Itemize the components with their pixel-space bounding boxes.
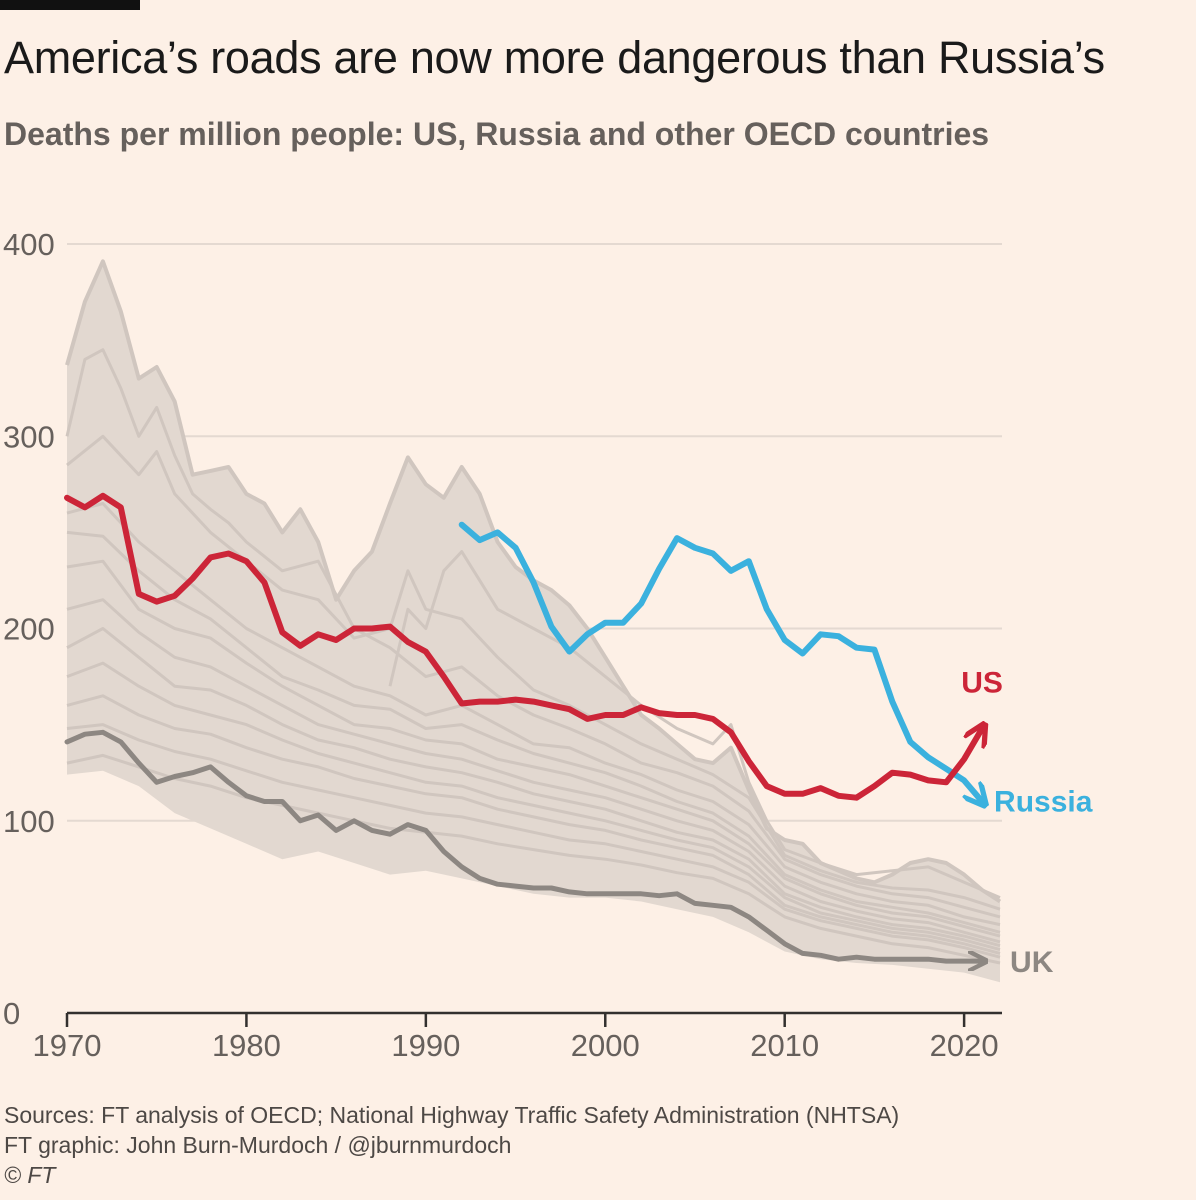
series-label-us: US: [961, 666, 1003, 699]
y-tick-label-0: 0: [3, 996, 20, 1031]
y-tick-label-300: 300: [3, 419, 55, 454]
series-line-russia: [458, 521, 982, 802]
oecd-background-series: [65, 259, 1002, 965]
oecd-country-line-10: [66, 723, 1001, 959]
copyright: © FT: [4, 1162, 56, 1188]
x-tick-label-2020: 2020: [930, 1028, 999, 1063]
oecd-country-line-11: [66, 753, 1001, 965]
x-tick-label-1990: 1990: [391, 1028, 460, 1063]
graphic-credit: FT graphic: John Burn-Murdoch / @jburnmu…: [4, 1132, 512, 1158]
x-tick-label-2010: 2010: [750, 1028, 819, 1063]
sources-note: Sources: FT analysis of OECD; National H…: [4, 1102, 900, 1128]
oecd-band: [67, 261, 1000, 983]
oecd-country-line-6: [66, 598, 1001, 944]
chart-subtitle: Deaths per million people: US, Russia an…: [4, 116, 990, 152]
oecd-country-line-8: [66, 661, 1001, 952]
series-label-russia: Russia: [994, 786, 1093, 819]
x-tick-label-1970: 1970: [33, 1028, 102, 1063]
oecd-country-line-12: [388, 550, 1001, 899]
series-line-us: [64, 492, 982, 801]
highlight-series: [64, 492, 982, 961]
x-tick-label-2000: 2000: [571, 1028, 640, 1063]
footer: Sources: FT analysis of OECD; National H…: [4, 1100, 899, 1190]
series-label-uk: UK: [1010, 946, 1054, 979]
series-line-uk: [64, 729, 982, 961]
ft-brand-bar: [0, 0, 140, 10]
oecd-country-line-5: [66, 559, 1001, 938]
y-tick-label-200: 200: [3, 612, 55, 647]
oecd-country-line-9: [66, 694, 1001, 955]
y-tick-label-100: 100: [3, 804, 55, 839]
oecd-range-band: [67, 261, 1000, 983]
oecd-country-line-2: [66, 434, 1001, 911]
x-axis: 1970 1980 1990 2000 2010 2020: [33, 1011, 1002, 1063]
oecd-country-line-3: [66, 502, 1001, 927]
y-tick-label-400: 400: [3, 227, 55, 262]
oecd-country-line-4: [66, 530, 1001, 934]
chart-title: America’s roads are now more dangerous t…: [4, 32, 1105, 83]
series-labels: US Russia UK: [961, 666, 1093, 979]
oecd-country-line-7: [66, 627, 1001, 948]
line-chart: 0 100 200 300 400 1970 1980 1990 2000 2010 2020 U…: [3, 227, 1093, 1063]
x-tick-label-1980: 1980: [212, 1028, 281, 1063]
